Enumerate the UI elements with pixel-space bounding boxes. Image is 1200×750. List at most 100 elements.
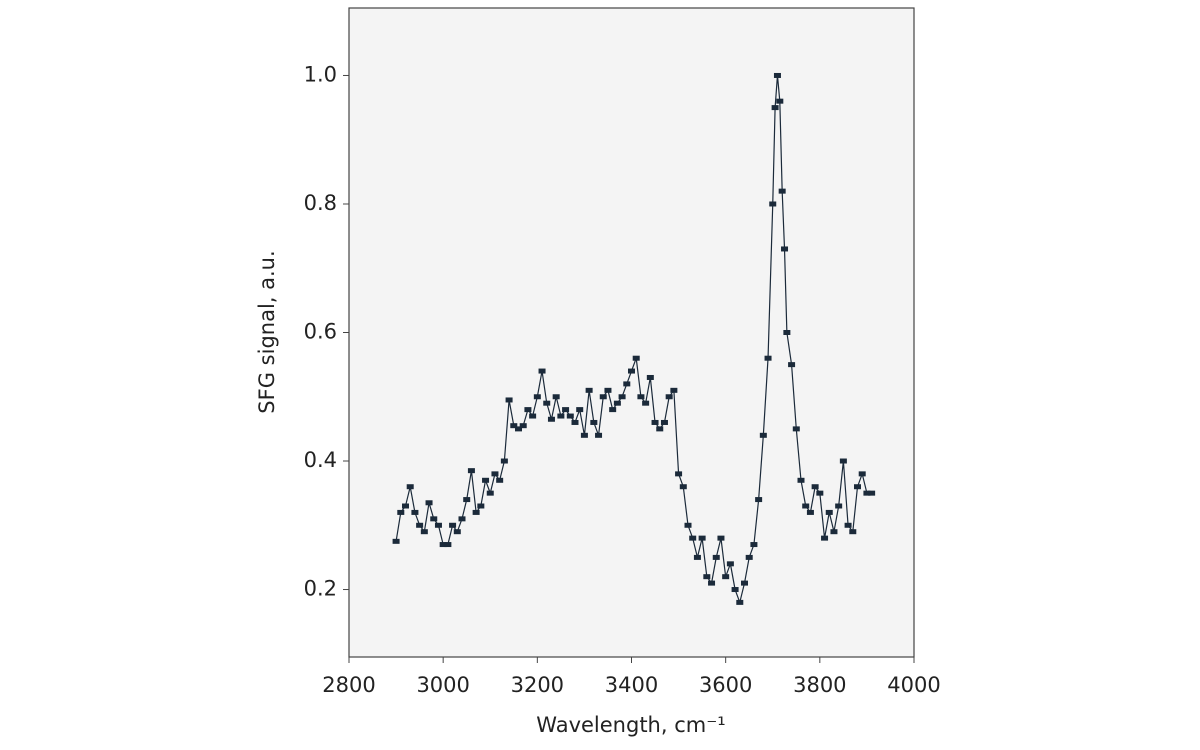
data-point	[830, 529, 838, 535]
data-point	[472, 509, 480, 515]
data-point	[482, 477, 490, 483]
data-point	[538, 368, 546, 374]
data-point	[430, 516, 438, 522]
data-point	[863, 490, 871, 496]
data-point	[781, 246, 789, 252]
data-point	[397, 509, 405, 515]
plot-area	[348, 7, 915, 658]
data-point	[811, 484, 819, 490]
x-tick-label: 3400	[605, 673, 658, 697]
data-point	[500, 458, 508, 464]
data-point	[453, 529, 461, 535]
data-point	[529, 413, 537, 419]
data-point	[533, 394, 541, 400]
data-point	[755, 497, 763, 503]
data-point	[411, 509, 419, 515]
data-point	[392, 538, 400, 544]
data-point	[797, 477, 805, 483]
y-tick-label: 0.8	[304, 191, 337, 215]
x-tick-label: 4000	[887, 673, 940, 697]
y-axis-label: SFG signal, a.u.	[255, 250, 279, 413]
data-point	[595, 432, 603, 438]
data-point	[491, 471, 499, 477]
data-point	[670, 387, 678, 393]
data-point	[660, 419, 668, 425]
data-point	[519, 423, 527, 429]
data-point	[854, 484, 861, 490]
data-point	[613, 400, 621, 406]
data-point	[835, 503, 843, 509]
y-tick-label: 1.0	[304, 62, 337, 86]
y-tick-label: 0.4	[304, 448, 337, 472]
data-point	[731, 587, 739, 593]
data-point	[585, 387, 593, 393]
data-point	[642, 400, 650, 406]
data-point	[675, 471, 683, 477]
data-point	[783, 330, 791, 335]
data-point	[510, 423, 518, 429]
data-point	[609, 407, 617, 413]
data-point	[769, 201, 777, 207]
data-point	[444, 542, 452, 548]
data-point	[632, 355, 640, 361]
data-point	[637, 394, 645, 400]
y-tick-label: 0.6	[304, 320, 337, 344]
x-tick-label: 2800	[322, 673, 375, 697]
data-point	[764, 355, 772, 361]
data-point	[736, 599, 744, 605]
data-point	[623, 381, 631, 387]
data-point	[515, 426, 522, 432]
data-point	[717, 535, 725, 541]
data-point	[684, 522, 692, 528]
data-point	[708, 580, 716, 586]
data-point	[599, 394, 607, 400]
x-tick-label: 3800	[793, 673, 846, 697]
data-point	[806, 509, 814, 515]
data-point	[844, 522, 852, 528]
data-point	[580, 432, 588, 438]
data-point	[651, 419, 659, 425]
data-point	[849, 529, 857, 535]
data-point	[496, 477, 504, 483]
data-point	[776, 98, 784, 104]
data-point	[726, 561, 734, 567]
data-point	[773, 72, 781, 78]
x-tick-label: 3000	[416, 673, 469, 697]
data-point	[839, 458, 847, 464]
data-point	[434, 522, 442, 528]
data-point	[679, 484, 687, 490]
data-point	[562, 407, 570, 413]
data-point	[750, 542, 758, 548]
data-point	[646, 374, 654, 380]
data-point	[524, 407, 532, 413]
data-point	[420, 529, 428, 535]
data-point	[486, 490, 494, 496]
data-point	[505, 397, 513, 403]
data-point	[722, 574, 730, 580]
data-point	[463, 497, 471, 503]
data-point	[689, 535, 697, 541]
data-point	[665, 394, 673, 400]
data-point	[778, 188, 786, 194]
data-point	[604, 387, 612, 393]
data-point	[543, 400, 551, 406]
x-axis-label: Wavelength, cm⁻¹	[536, 713, 725, 737]
data-point	[693, 554, 701, 560]
y-tick-label: 0.2	[304, 577, 337, 601]
data-point	[628, 368, 635, 374]
data-point	[771, 105, 779, 111]
data-point	[759, 432, 767, 438]
data-point	[571, 419, 579, 425]
data-point	[858, 471, 866, 477]
data-point	[425, 500, 433, 506]
data-point	[802, 503, 810, 509]
data-point	[406, 484, 414, 490]
data-point	[821, 535, 829, 541]
data-point	[816, 490, 824, 496]
data-point	[449, 522, 457, 528]
data-point	[557, 413, 565, 419]
data-point	[792, 426, 800, 432]
data-point	[788, 362, 796, 368]
